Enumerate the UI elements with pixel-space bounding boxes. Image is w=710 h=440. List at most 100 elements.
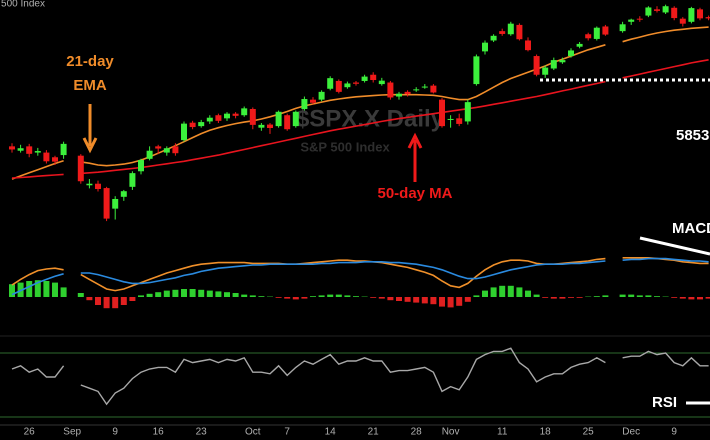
candle-body bbox=[224, 113, 230, 119]
histogram-bar bbox=[206, 290, 213, 297]
candle-body bbox=[396, 93, 402, 97]
candle-body bbox=[464, 102, 471, 122]
candle-body bbox=[378, 80, 385, 85]
candle-body bbox=[507, 23, 514, 35]
candle-body bbox=[456, 118, 463, 124]
ema-label: EMA bbox=[73, 77, 107, 94]
candle-body bbox=[645, 7, 652, 16]
candle-body bbox=[628, 19, 635, 22]
candle-body bbox=[163, 148, 170, 153]
x-tick-label: Nov bbox=[442, 427, 460, 438]
candle-body bbox=[490, 35, 497, 41]
candle-body bbox=[52, 157, 58, 162]
histogram-bar bbox=[224, 292, 230, 297]
histogram-bar bbox=[550, 297, 557, 299]
candle-body bbox=[370, 74, 377, 81]
candle-body bbox=[129, 173, 136, 187]
histogram-bar bbox=[499, 285, 506, 297]
candle-body bbox=[172, 146, 179, 154]
histogram-bar bbox=[542, 297, 549, 298]
ma-label: 50-day MA bbox=[377, 185, 452, 202]
candle-body bbox=[430, 85, 437, 93]
candle-body bbox=[189, 122, 196, 128]
histogram-bar bbox=[241, 294, 248, 297]
histogram-bar bbox=[387, 297, 394, 301]
histogram-bar bbox=[129, 297, 136, 301]
histogram-bar bbox=[181, 289, 187, 297]
candle-body bbox=[679, 18, 686, 24]
histogram-bar bbox=[120, 297, 127, 305]
candle-body bbox=[258, 124, 265, 128]
candle-body bbox=[318, 91, 325, 100]
histogram-bar bbox=[654, 296, 660, 297]
candle-body bbox=[482, 42, 488, 52]
candle-body bbox=[206, 117, 213, 122]
candle-body bbox=[86, 183, 93, 186]
x-tick-label: 9 bbox=[112, 427, 118, 438]
candle-body bbox=[198, 122, 205, 127]
candle-body bbox=[215, 115, 222, 121]
candle-body bbox=[267, 124, 273, 128]
histogram-bar bbox=[396, 297, 402, 301]
candle-body bbox=[654, 9, 660, 11]
candle-body bbox=[697, 9, 703, 19]
candle-body bbox=[353, 82, 359, 84]
candle-body bbox=[249, 108, 256, 125]
histogram-bar bbox=[77, 293, 84, 297]
histogram-bar bbox=[671, 297, 678, 298]
histogram-bar bbox=[249, 295, 256, 297]
candle-body bbox=[335, 80, 342, 92]
x-tick-label: 14 bbox=[325, 427, 337, 438]
histogram-bar bbox=[568, 297, 574, 298]
candle-body bbox=[17, 148, 24, 151]
histogram-bar bbox=[43, 281, 50, 297]
candle-body bbox=[705, 17, 710, 19]
histogram-bar bbox=[353, 296, 359, 297]
candle-body bbox=[421, 86, 428, 88]
candle-body bbox=[292, 111, 299, 127]
watermark-subtitle: S&P 500 Index bbox=[300, 139, 390, 154]
macd-pointer bbox=[639, 236, 710, 256]
histogram-bar bbox=[344, 295, 351, 297]
histogram-bar bbox=[163, 290, 170, 297]
candle-body bbox=[550, 60, 557, 69]
histogram-bar bbox=[525, 290, 531, 297]
histogram-bar bbox=[378, 297, 385, 299]
candle-body bbox=[327, 78, 334, 89]
candle-body bbox=[602, 26, 609, 35]
moving-average bbox=[11, 59, 709, 179]
histogram-bar bbox=[301, 297, 308, 299]
candle-body bbox=[473, 56, 480, 85]
histogram-bar bbox=[275, 297, 282, 298]
histogram-bar bbox=[482, 290, 488, 297]
histogram-bar bbox=[413, 297, 420, 303]
x-tick-label: 7 bbox=[284, 427, 290, 438]
histogram-bar bbox=[697, 297, 703, 300]
ema-label: 21-day bbox=[66, 53, 114, 70]
x-tick-label: 18 bbox=[540, 427, 552, 438]
ma-arrow bbox=[407, 132, 423, 182]
candle-body bbox=[301, 99, 308, 109]
histogram-bar bbox=[215, 291, 222, 297]
histogram-bar bbox=[490, 287, 497, 297]
histogram-bar bbox=[645, 295, 652, 297]
level-label: 5853 bbox=[676, 127, 709, 144]
histogram-bar bbox=[576, 297, 583, 298]
chart-title: S&P 500 Index bbox=[0, 0, 45, 10]
candle-body bbox=[9, 146, 15, 150]
histogram-bar bbox=[198, 289, 205, 297]
rsi-label: RSI bbox=[652, 394, 677, 411]
histogram-bar bbox=[26, 281, 33, 297]
histogram-bar bbox=[370, 297, 377, 298]
candle-body bbox=[671, 7, 678, 19]
histogram-bar bbox=[95, 297, 101, 305]
histogram-bar bbox=[34, 280, 41, 297]
rsi-line bbox=[11, 347, 709, 406]
histogram-bar bbox=[516, 287, 523, 297]
x-tick-label: 21 bbox=[368, 427, 380, 438]
candle-body bbox=[284, 115, 291, 130]
x-tick-label: 23 bbox=[196, 427, 208, 438]
histogram-bar bbox=[688, 297, 695, 300]
